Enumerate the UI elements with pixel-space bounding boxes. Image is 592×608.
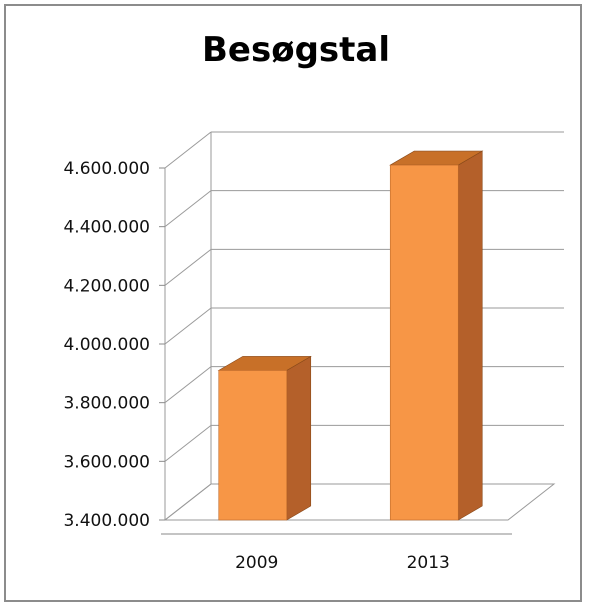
x-tick-label: 2013 <box>407 553 450 573</box>
y-tick-label: 4.200.000 <box>63 276 150 296</box>
y-tick-label: 3.800.000 <box>63 394 150 414</box>
y-tick-label: 4.400.000 <box>63 218 150 238</box>
y-tick-label: 4.600.000 <box>63 159 150 179</box>
bar <box>389 150 484 521</box>
y-axis-ticks: 3.400.000 3.600.000 3.800.000 4.000.000 4.20… <box>63 159 165 531</box>
x-tick-label: 2009 <box>235 553 278 573</box>
bar-side <box>286 355 312 521</box>
chart-title: Besøgstal <box>202 30 390 70</box>
gridline-side <box>164 424 212 462</box>
bar-front <box>218 370 288 521</box>
bars <box>217 150 484 521</box>
gridline-side <box>164 190 212 228</box>
gridline-side <box>164 248 212 286</box>
y-tick-label: 3.400.000 <box>63 511 150 531</box>
y-tick-label: 4.000.000 <box>63 335 150 355</box>
gridline-side <box>164 307 212 345</box>
x-axis-labels: 2009 2013 <box>235 553 450 573</box>
bar-side <box>457 150 483 521</box>
y-tick-label: 3.600.000 <box>63 452 150 472</box>
bar-front <box>389 164 459 521</box>
gridline-side <box>164 131 212 169</box>
bar <box>217 355 312 521</box>
gridline-side <box>164 366 212 404</box>
